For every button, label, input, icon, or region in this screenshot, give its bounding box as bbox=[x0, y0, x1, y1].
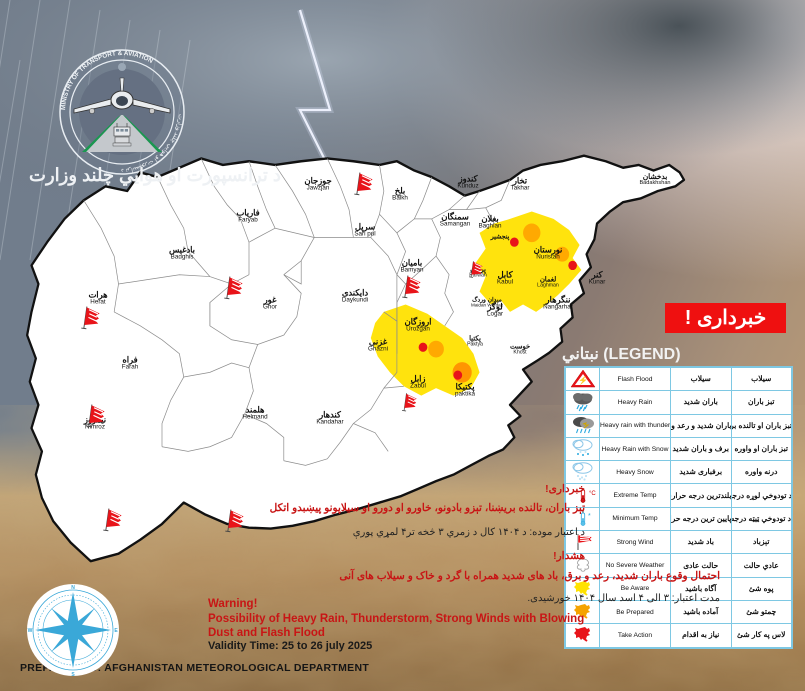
svg-text:N: N bbox=[71, 585, 75, 591]
svg-text:W: W bbox=[28, 628, 33, 634]
